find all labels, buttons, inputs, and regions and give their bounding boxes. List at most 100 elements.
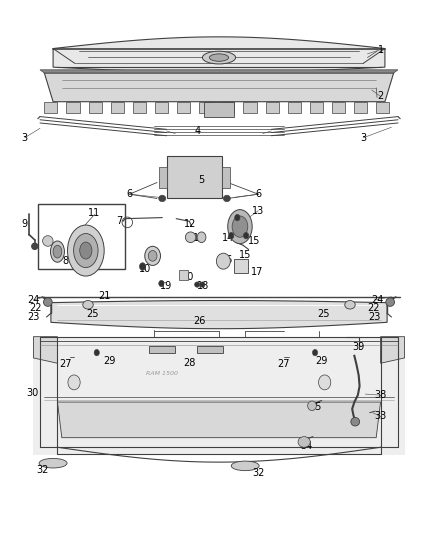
- Text: 14: 14: [222, 233, 234, 244]
- Text: 8: 8: [62, 256, 68, 266]
- Ellipse shape: [32, 243, 38, 249]
- Text: 6: 6: [127, 189, 133, 199]
- Ellipse shape: [307, 401, 316, 410]
- Ellipse shape: [231, 461, 259, 471]
- Bar: [177, 102, 190, 114]
- Text: 17: 17: [251, 267, 264, 277]
- Bar: [197, 346, 223, 353]
- Text: 21: 21: [99, 290, 111, 301]
- Ellipse shape: [244, 232, 249, 239]
- Text: 14: 14: [193, 233, 205, 244]
- Bar: [310, 102, 323, 114]
- Text: 22: 22: [368, 303, 380, 313]
- Polygon shape: [51, 301, 387, 329]
- Ellipse shape: [83, 301, 93, 309]
- Bar: [155, 102, 168, 114]
- Text: 37: 37: [146, 256, 159, 266]
- Polygon shape: [57, 402, 381, 438]
- Ellipse shape: [232, 216, 248, 237]
- Bar: [166, 156, 223, 198]
- Ellipse shape: [223, 195, 230, 201]
- Ellipse shape: [185, 232, 196, 243]
- Ellipse shape: [318, 375, 331, 390]
- Ellipse shape: [298, 437, 310, 447]
- Text: 3: 3: [360, 133, 366, 143]
- Text: 2: 2: [378, 91, 384, 101]
- Text: 25: 25: [318, 309, 330, 319]
- Bar: [67, 102, 80, 114]
- Text: 7: 7: [117, 216, 123, 227]
- Text: 15: 15: [239, 250, 251, 260]
- Ellipse shape: [159, 195, 166, 201]
- Text: 13: 13: [252, 206, 265, 216]
- Bar: [133, 102, 146, 114]
- Bar: [159, 166, 166, 188]
- Text: 38: 38: [374, 390, 387, 400]
- Text: 4: 4: [194, 126, 200, 136]
- Polygon shape: [33, 337, 57, 364]
- Polygon shape: [33, 337, 405, 455]
- Text: 22: 22: [29, 303, 42, 313]
- Polygon shape: [53, 37, 385, 72]
- Ellipse shape: [202, 51, 236, 64]
- Ellipse shape: [50, 241, 64, 262]
- Text: 26: 26: [193, 316, 205, 326]
- Ellipse shape: [216, 253, 230, 269]
- Ellipse shape: [80, 242, 92, 259]
- Ellipse shape: [386, 298, 395, 306]
- Ellipse shape: [74, 233, 98, 268]
- Text: 32: 32: [252, 468, 265, 478]
- Text: 10: 10: [139, 264, 151, 274]
- Text: RAM 1500: RAM 1500: [146, 372, 178, 376]
- Text: 25: 25: [86, 309, 99, 319]
- Bar: [288, 102, 301, 114]
- Bar: [204, 102, 234, 117]
- Ellipse shape: [39, 458, 67, 468]
- Text: 18: 18: [197, 281, 209, 290]
- Ellipse shape: [148, 251, 157, 261]
- Ellipse shape: [345, 301, 355, 309]
- Text: 9: 9: [21, 219, 28, 229]
- Text: 12: 12: [184, 219, 197, 229]
- Bar: [244, 102, 257, 114]
- Bar: [44, 102, 57, 114]
- Bar: [111, 102, 124, 114]
- Bar: [38, 204, 125, 269]
- Polygon shape: [44, 73, 394, 102]
- Polygon shape: [40, 70, 398, 73]
- Text: 20: 20: [181, 272, 194, 282]
- Ellipse shape: [43, 298, 52, 306]
- Ellipse shape: [68, 375, 80, 390]
- Text: 30: 30: [26, 388, 38, 398]
- Text: 11: 11: [88, 208, 101, 219]
- Bar: [354, 102, 367, 114]
- Bar: [88, 102, 102, 114]
- Text: 15: 15: [248, 236, 260, 246]
- Ellipse shape: [197, 232, 206, 243]
- Ellipse shape: [229, 232, 234, 239]
- Ellipse shape: [351, 417, 360, 426]
- Text: 29: 29: [103, 356, 115, 366]
- Text: 6: 6: [255, 189, 261, 199]
- Text: 28: 28: [183, 358, 195, 368]
- Ellipse shape: [42, 236, 53, 246]
- Text: 5: 5: [198, 175, 205, 185]
- Bar: [221, 102, 234, 114]
- Bar: [149, 346, 175, 353]
- Text: 1: 1: [378, 45, 384, 54]
- Ellipse shape: [145, 246, 160, 265]
- Text: 24: 24: [371, 295, 383, 305]
- Bar: [332, 102, 345, 114]
- Text: 27: 27: [277, 359, 290, 369]
- Text: 16: 16: [221, 255, 233, 265]
- Ellipse shape: [67, 225, 104, 276]
- Text: 39: 39: [353, 342, 365, 352]
- Ellipse shape: [312, 350, 318, 356]
- Text: 23: 23: [27, 312, 39, 322]
- Text: 35: 35: [309, 402, 321, 413]
- Text: 24: 24: [27, 295, 39, 305]
- Bar: [234, 259, 248, 273]
- Ellipse shape: [194, 282, 200, 287]
- Ellipse shape: [159, 280, 164, 287]
- Bar: [376, 102, 389, 114]
